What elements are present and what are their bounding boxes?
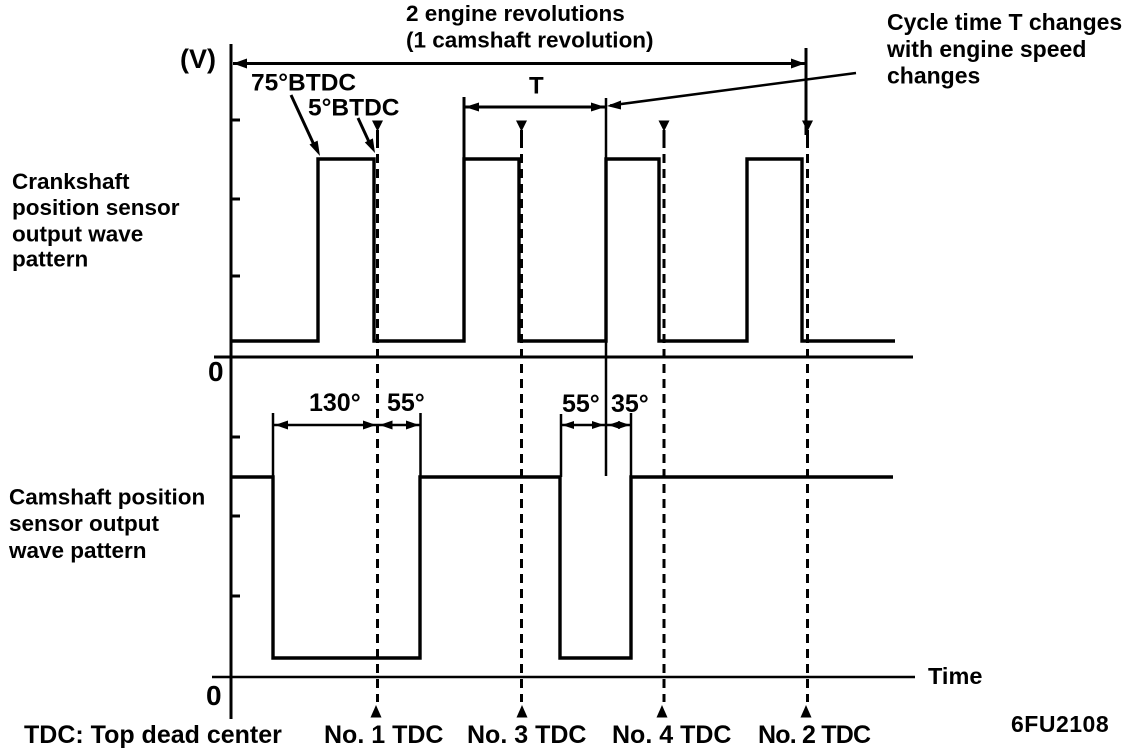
svg-text:No. 2 TDC: No. 2 TDC bbox=[758, 721, 871, 749]
svg-text:Camshaft position: Camshaft position bbox=[9, 485, 205, 510]
svg-text:0: 0 bbox=[206, 680, 222, 711]
svg-text:with engine speed: with engine speed bbox=[886, 36, 1086, 62]
svg-text:wave pattern: wave pattern bbox=[8, 538, 147, 563]
svg-text:35°: 35° bbox=[611, 390, 649, 418]
svg-text:130°: 130° bbox=[309, 389, 361, 417]
svg-text:T: T bbox=[529, 73, 544, 100]
svg-text:Cycle time T changes: Cycle time T changes bbox=[887, 9, 1122, 35]
svg-text:pattern: pattern bbox=[12, 247, 88, 272]
svg-text:(V): (V) bbox=[180, 44, 216, 74]
svg-text:6FU2108: 6FU2108 bbox=[1011, 711, 1109, 737]
svg-text:TDC: Top dead center: TDC: Top dead center bbox=[24, 721, 282, 749]
svg-text:(1 camshaft revolution): (1 camshaft revolution) bbox=[406, 28, 654, 53]
svg-text:55°: 55° bbox=[387, 389, 425, 417]
svg-text:sensor output: sensor output bbox=[9, 511, 160, 536]
svg-text:5°BTDC: 5°BTDC bbox=[308, 95, 400, 122]
svg-text:output wave: output wave bbox=[12, 222, 143, 247]
svg-text:55°: 55° bbox=[562, 390, 600, 418]
svg-text:Crankshaft: Crankshaft bbox=[12, 169, 130, 194]
svg-text:No. 3 TDC: No. 3 TDC bbox=[467, 721, 586, 749]
svg-text:No. 4 TDC: No. 4 TDC bbox=[612, 721, 731, 749]
svg-text:2 engine revolutions: 2 engine revolutions bbox=[406, 1, 625, 26]
svg-text:0: 0 bbox=[208, 356, 224, 387]
svg-text:Time: Time bbox=[928, 663, 982, 689]
svg-text:No. 1 TDC: No. 1 TDC bbox=[324, 721, 443, 749]
svg-text:75°BTDC: 75°BTDC bbox=[251, 70, 356, 97]
svg-text:position sensor: position sensor bbox=[12, 195, 180, 220]
svg-text:changes: changes bbox=[887, 63, 980, 89]
